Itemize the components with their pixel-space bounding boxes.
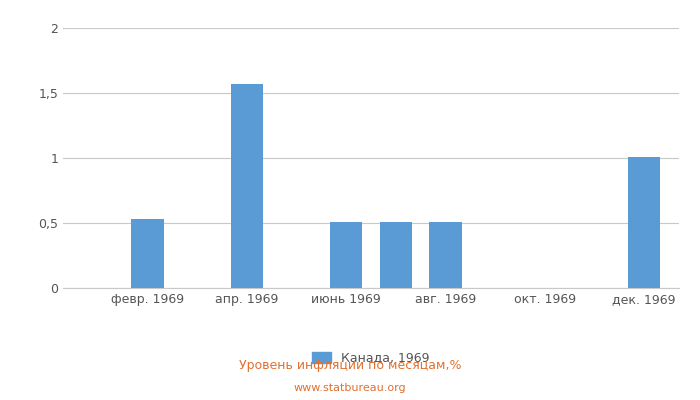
Text: www.statbureau.org: www.statbureau.org — [294, 383, 406, 393]
Bar — [330, 222, 363, 288]
Bar — [429, 222, 462, 288]
Legend: Канада, 1969: Канада, 1969 — [312, 352, 430, 364]
Bar — [379, 222, 412, 288]
Bar — [628, 157, 660, 288]
Bar — [132, 219, 164, 288]
Bar — [231, 84, 263, 288]
Text: Уровень инфляции по месяцам,%: Уровень инфляции по месяцам,% — [239, 360, 461, 372]
